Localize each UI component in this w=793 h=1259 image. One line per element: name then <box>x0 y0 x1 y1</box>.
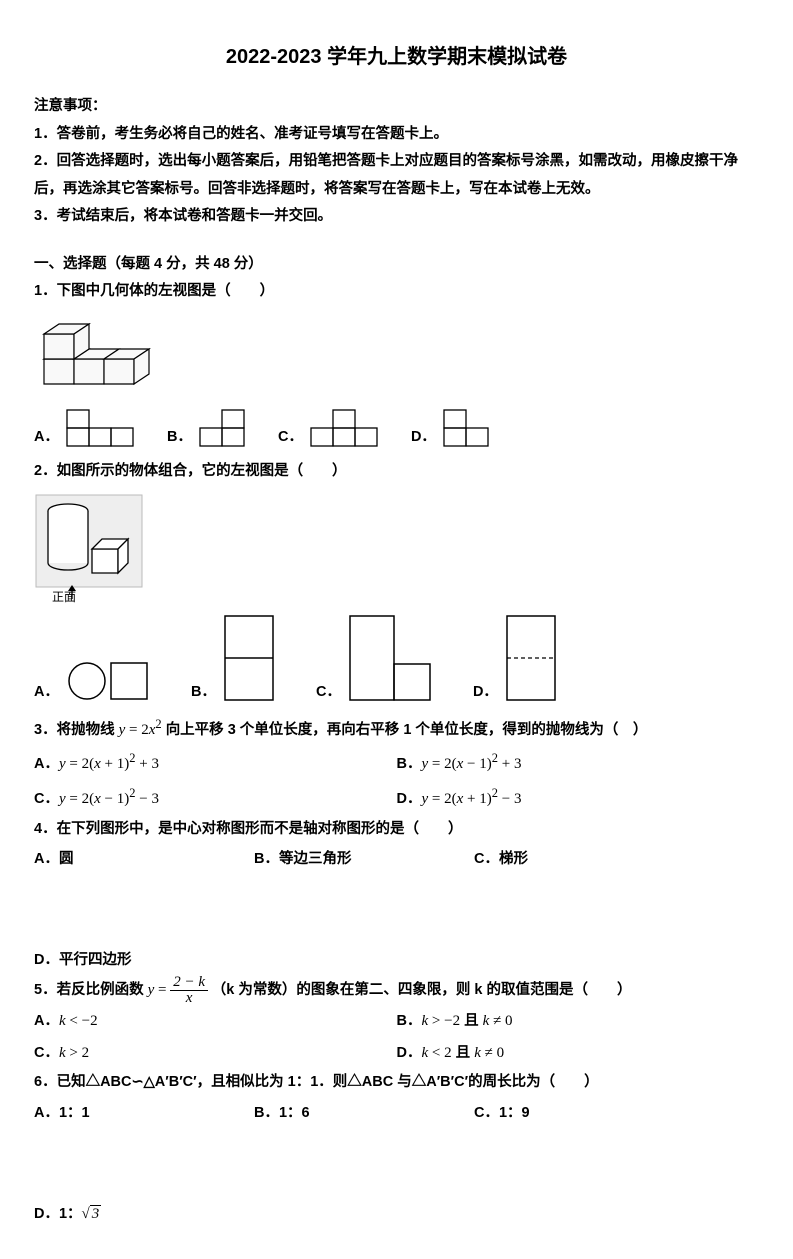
q5-opt-d: D．k < 2 且 k ≠ 0 <box>397 1038 760 1070</box>
q3-stem: 3．将抛物线 y = 2x2 向上平移 3 个单位长度，再向右平移 1 个单位长… <box>34 713 759 745</box>
q4-stem: 4．在下列图形中，是中心对称图形而不是轴对称图形的是（ ） <box>34 816 759 844</box>
page: 2022-2023 学年九上数学期末模拟试卷 注意事项： 1．答卷前，考生务必将… <box>0 0 793 1259</box>
q4-opt-d: D．平行四边形 <box>34 948 174 969</box>
q6-opt-d-label: D．1： <box>34 1206 82 1222</box>
q1-opt-a: A． <box>34 406 137 448</box>
q1-opt-d-fig <box>442 406 492 448</box>
q5-stem: 5．若反比例函数 y = 2 − kx （k 为常数）的图象在第二、四象限，则 … <box>34 975 759 1006</box>
q4-opt-b: B．等边三角形 <box>254 847 394 868</box>
q1-options: A． B． C． <box>34 406 759 448</box>
q5-frac-num: 2 − k <box>170 975 208 991</box>
doc-title: 2022-2023 学年九上数学期末模拟试卷 <box>34 40 759 69</box>
q2-opt-d: D． <box>473 613 558 703</box>
q1-opt-b-fig <box>198 406 248 448</box>
q1-opt-c-fig <box>309 406 381 448</box>
q4-options: A．圆 B．等边三角形 C．梯形 D．平行四边形 <box>34 847 759 969</box>
q3-opt-a: A．y = 2(x + 1)2 + 3 <box>34 745 397 781</box>
q2-opt-a: A． <box>34 653 151 703</box>
q3-stem-a: 3．将抛物线 <box>34 722 119 738</box>
q5-options: A．k < −2 B．k > −2 且 k ≠ 0 C．k > 2 D．k < … <box>34 1006 759 1069</box>
q6-stem: 6．已知△ABC∽△A′B′C′，且相似比为 1：1．则△ABC 与△A′B′C… <box>34 1069 759 1097</box>
notice-line-2: 2．回答选择题时，选出每小题答案后，用铅笔把答题卡上对应题目的答案标号涂黑，如需… <box>34 148 759 203</box>
q2-opt-b-label: B． <box>191 680 216 703</box>
q3-options: A．y = 2(x + 1)2 + 3 B．y = 2(x − 1)2 + 3 … <box>34 745 759 816</box>
q5-frac-den: x <box>170 991 208 1006</box>
q2-figure: 正面 <box>34 493 759 603</box>
q6-opt-c: C．1：9 <box>474 1101 614 1122</box>
q1-stem: 1．下图中几何体的左视图是（ ） <box>34 278 759 306</box>
q4-opt-c: C．梯形 <box>474 847 614 868</box>
q3-base-formula: y = 2x2 <box>119 722 162 738</box>
section-1-heading: 一、选择题（每题 4 分，共 48 分） <box>34 251 759 279</box>
q2-opt-c-label: C． <box>316 680 341 703</box>
q5-stem-b: （k 为常数）的图象在第二、四象限，则 k 的取值范围是（ ） <box>212 982 632 998</box>
q1-opt-c: C． <box>278 406 381 448</box>
q1-figure <box>34 314 759 396</box>
q5-stem-a: 5．若反比例函数 <box>34 982 148 998</box>
q1-opt-b-label: B． <box>167 425 192 448</box>
notice-line-3: 3．考试结束后，将本试卷和答题卡一并交回。 <box>34 203 759 231</box>
q1-opt-c-label: C． <box>278 425 303 448</box>
q3-stem-b: 向上平移 3 个单位长度，再向右平移 1 个单位长度，得到的抛物线为（ ） <box>166 722 648 738</box>
q1-opt-a-fig <box>65 406 137 448</box>
q3-opt-d: D．y = 2(x + 1)2 − 3 <box>397 780 760 816</box>
q6-opt-d-rad: 3 <box>90 1205 102 1222</box>
q3-opt-c: C．y = 2(x − 1)2 − 3 <box>34 780 397 816</box>
q1-opt-b: B． <box>167 406 248 448</box>
q2-opt-c: C． <box>316 613 433 703</box>
q5-opt-c: C．k > 2 <box>34 1038 397 1070</box>
q2-front-label: 正面 <box>52 590 76 603</box>
notice-line-1: 1．答卷前，考生务必将自己的姓名、准考证号填写在答题卡上。 <box>34 121 759 149</box>
q6-opt-a: A．1：1 <box>34 1101 174 1122</box>
q5-opt-a: A．k < −2 <box>34 1006 397 1038</box>
notice-heading: 注意事项： <box>34 93 759 121</box>
q2-opt-c-fig <box>347 613 433 703</box>
q2-opt-a-label: A． <box>34 680 59 703</box>
q6-opt-b: B．1：6 <box>254 1101 394 1122</box>
q4-opt-a: A．圆 <box>34 847 174 868</box>
q6-opt-d: D．1：√3 <box>34 1202 174 1223</box>
q2-stem: 2．如图所示的物体组合，它的左视图是（ ） <box>34 458 759 486</box>
q3-opt-b: B．y = 2(x − 1)2 + 3 <box>397 745 760 781</box>
q6-options: A．1：1 B．1：6 C．1：9 D．1：√3 <box>34 1101 759 1223</box>
q2-opt-b-fig <box>222 613 276 703</box>
q1-opt-d-label: D． <box>411 425 436 448</box>
q1-opt-d: D． <box>411 406 492 448</box>
q2-opt-d-fig <box>504 613 558 703</box>
q2-opt-a-fig <box>65 653 151 703</box>
q5-opt-b: B．k > −2 且 k ≠ 0 <box>397 1006 760 1038</box>
q2-options: A． B． C． D． <box>34 613 759 703</box>
q2-opt-d-label: D． <box>473 680 498 703</box>
q1-opt-a-label: A． <box>34 425 59 448</box>
q2-opt-b: B． <box>191 613 276 703</box>
